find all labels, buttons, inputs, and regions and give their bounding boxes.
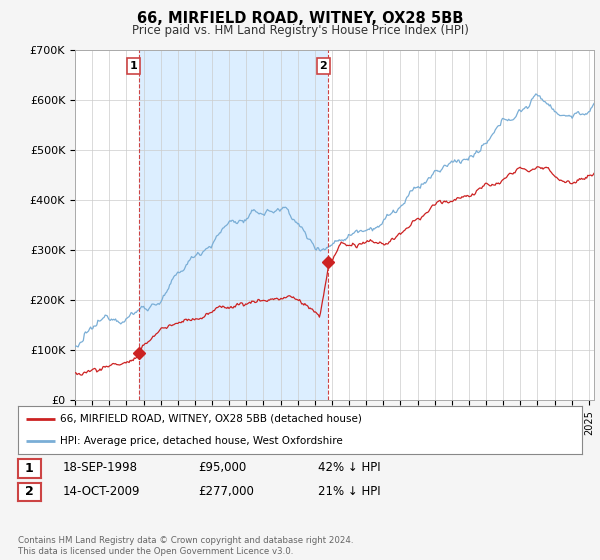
Text: £95,000: £95,000 [198, 461, 246, 474]
Text: 1: 1 [130, 61, 137, 71]
Text: 42% ↓ HPI: 42% ↓ HPI [318, 461, 380, 474]
Text: 66, MIRFIELD ROAD, WITNEY, OX28 5BB: 66, MIRFIELD ROAD, WITNEY, OX28 5BB [137, 11, 463, 26]
Text: 14-OCT-2009: 14-OCT-2009 [63, 484, 140, 498]
Text: £277,000: £277,000 [198, 484, 254, 498]
Text: HPI: Average price, detached house, West Oxfordshire: HPI: Average price, detached house, West… [60, 436, 343, 446]
Text: 66, MIRFIELD ROAD, WITNEY, OX28 5BB (detached house): 66, MIRFIELD ROAD, WITNEY, OX28 5BB (det… [60, 414, 362, 424]
Text: 1: 1 [25, 462, 34, 475]
Text: Contains HM Land Registry data © Crown copyright and database right 2024.
This d: Contains HM Land Registry data © Crown c… [18, 536, 353, 556]
Text: Price paid vs. HM Land Registry's House Price Index (HPI): Price paid vs. HM Land Registry's House … [131, 24, 469, 36]
Text: 2: 2 [25, 486, 34, 498]
Bar [139, 50, 328, 400]
Text: 18-SEP-1998: 18-SEP-1998 [63, 461, 138, 474]
Text: 2: 2 [319, 61, 327, 71]
Text: 21% ↓ HPI: 21% ↓ HPI [318, 484, 380, 498]
